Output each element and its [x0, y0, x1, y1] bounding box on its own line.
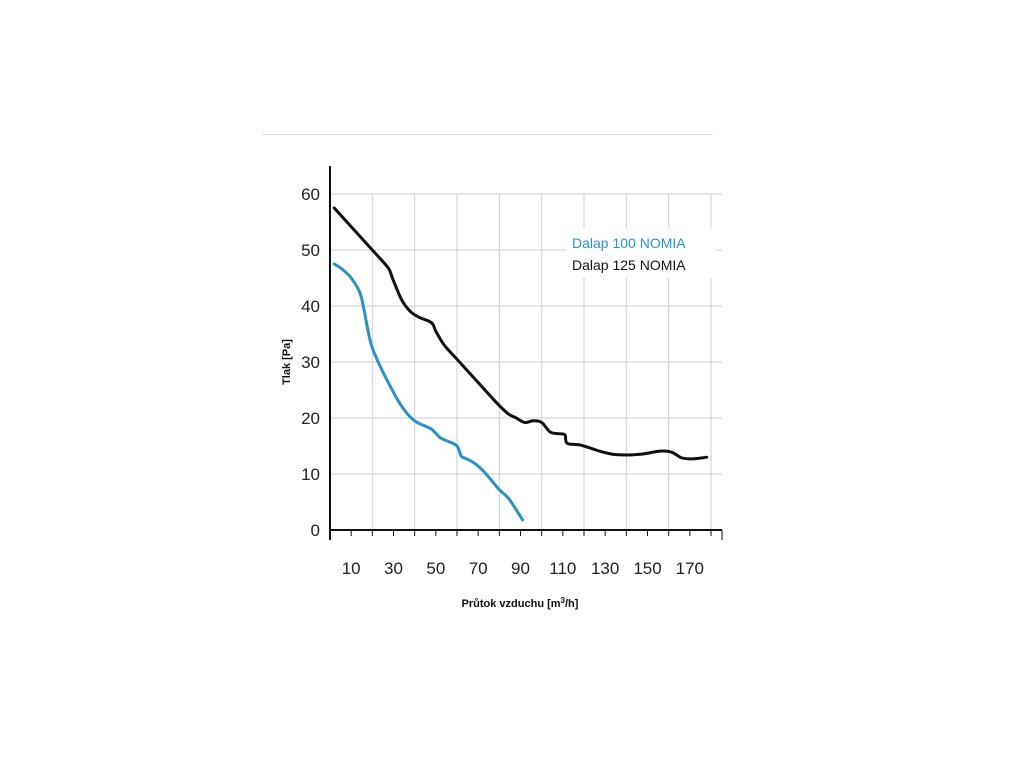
top-divider-line [262, 134, 713, 135]
y-tick-label: 40 [301, 297, 320, 316]
series-line-dalap-125 [332, 206, 709, 461]
series-line-dalap-100 [332, 262, 525, 522]
x-axis-title: Průtok vzduchu [m3/h] [462, 596, 579, 610]
y-tick-label: 10 [301, 465, 320, 484]
x-tick-label: 10 [342, 559, 361, 578]
y-tick-label: 20 [301, 409, 320, 428]
y-tick-label: 30 [301, 353, 320, 372]
x-tick-label: 70 [469, 559, 488, 578]
x-tick-labels: 10 30 50 70 90 110 130 150 170 [342, 559, 704, 578]
y-tick-label: 60 [301, 185, 320, 204]
x-tick-label: 110 [549, 559, 576, 578]
legend-entry-dalap-125: Dalap 125 NOMIA [572, 257, 686, 273]
x-tick-label: 170 [676, 559, 704, 578]
x-tick-label: 50 [426, 559, 445, 578]
y-tick-labels: 0 10 20 30 40 50 60 [301, 185, 320, 540]
x-tick-label: 90 [511, 559, 530, 578]
y-tick-label: 50 [301, 241, 320, 260]
legend-box [566, 228, 716, 278]
y-tick-label: 0 [311, 521, 320, 540]
y-axis-title: Tlak [Pa] [281, 339, 293, 385]
x-tick-label: 30 [384, 559, 403, 578]
legend-entry-dalap-100: Dalap 100 NOMIA [572, 235, 686, 251]
x-tick-label: 130 [591, 559, 619, 578]
data-series [332, 206, 709, 522]
x-tick-label: 150 [633, 559, 661, 578]
chart-axes [329, 166, 723, 540]
